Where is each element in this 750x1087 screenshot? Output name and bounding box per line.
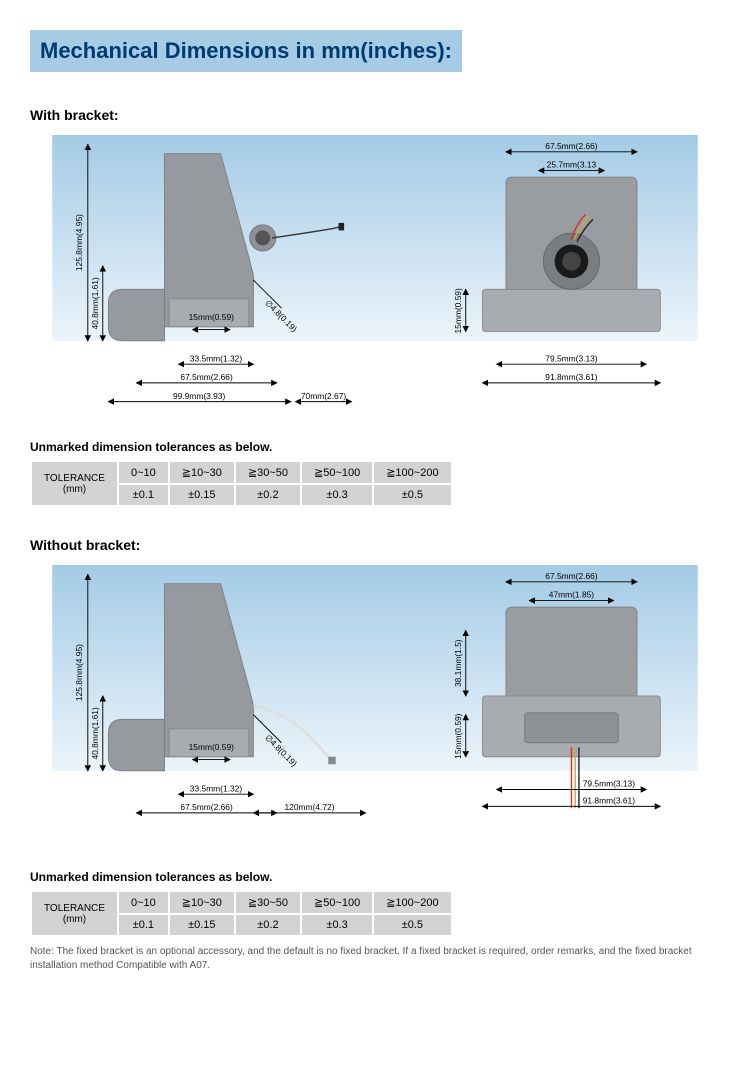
tolerance-table-2: TOLERANCE(mm) 0~10 ≧10~30 ≧30~50 ≧50~100… xyxy=(30,890,453,937)
svg-text:47mm(1.85): 47mm(1.85) xyxy=(549,590,595,600)
tol-header-2: TOLERANCE(mm) xyxy=(32,892,117,935)
diagram-with-bracket: 125.8mm(4.95) 40.8mm(1.61) ∅4.8(0.19) 15… xyxy=(30,135,720,425)
section-title: Mechanical Dimensions in mm(inches): xyxy=(40,38,452,63)
svg-text:15mm(0.59): 15mm(0.59) xyxy=(453,713,463,759)
svg-text:91.8mm(3.61): 91.8mm(3.61) xyxy=(583,796,636,806)
svg-text:40.8mm(1.61): 40.8mm(1.61) xyxy=(90,277,100,330)
footnote: Note: The fixed bracket is an optional a… xyxy=(30,945,720,973)
svg-text:25.7mm(3.13: 25.7mm(3.13 xyxy=(547,160,597,170)
svg-text:70mm(2.67): 70mm(2.67) xyxy=(301,391,347,401)
svg-text:15mm(0.59): 15mm(0.59) xyxy=(189,312,235,322)
svg-text:15mm(0.59): 15mm(0.59) xyxy=(189,742,235,752)
svg-text:79.5mm(3.13): 79.5mm(3.13) xyxy=(545,353,598,363)
svg-text:125.8mm(4.95): 125.8mm(4.95) xyxy=(74,214,84,271)
svg-text:67.5mm(2.66): 67.5mm(2.66) xyxy=(180,802,233,812)
tol-header: TOLERANCE(mm) xyxy=(32,462,117,505)
svg-text:67.5mm(2.66): 67.5mm(2.66) xyxy=(180,372,233,382)
svg-text:33.5mm(1.32): 33.5mm(1.32) xyxy=(190,783,243,793)
svg-text:120mm(4.72): 120mm(4.72) xyxy=(285,802,335,812)
svg-text:79.5mm(3.13): 79.5mm(3.13) xyxy=(583,779,636,789)
diagram-without-bracket: 125.8mm(4.95) 40.8mm(1.61) ∅4.8(0.19) 15… xyxy=(30,565,720,855)
svg-text:99.9mm(3.93): 99.9mm(3.93) xyxy=(173,391,226,401)
section-title-band: Mechanical Dimensions in mm(inches): xyxy=(30,30,462,72)
svg-text:91.8mm(3.61): 91.8mm(3.61) xyxy=(545,372,598,382)
svg-text:33.5mm(1.32): 33.5mm(1.32) xyxy=(190,353,243,363)
subtitle-without-bracket: Without bracket: xyxy=(30,537,720,553)
svg-text:67.5mm(2.66): 67.5mm(2.66) xyxy=(545,141,598,151)
tolerance-table-1: TOLERANCE(mm) 0~10 ≧10~30 ≧30~50 ≧50~100… xyxy=(30,460,453,507)
svg-text:125.8mm(4.95): 125.8mm(4.95) xyxy=(74,644,84,701)
svg-text:67.5mm(2.66): 67.5mm(2.66) xyxy=(545,571,598,581)
svg-text:38.1mm(1.5): 38.1mm(1.5) xyxy=(453,639,463,687)
subtitle-with-bracket: With bracket: xyxy=(30,107,720,123)
tolerance-caption-2: Unmarked dimension tolerances as below. xyxy=(30,870,720,884)
svg-text:15mm(0.59): 15mm(0.59) xyxy=(453,288,463,334)
svg-text:40.8mm(1.61): 40.8mm(1.61) xyxy=(90,707,100,760)
tolerance-caption: Unmarked dimension tolerances as below. xyxy=(30,440,720,454)
